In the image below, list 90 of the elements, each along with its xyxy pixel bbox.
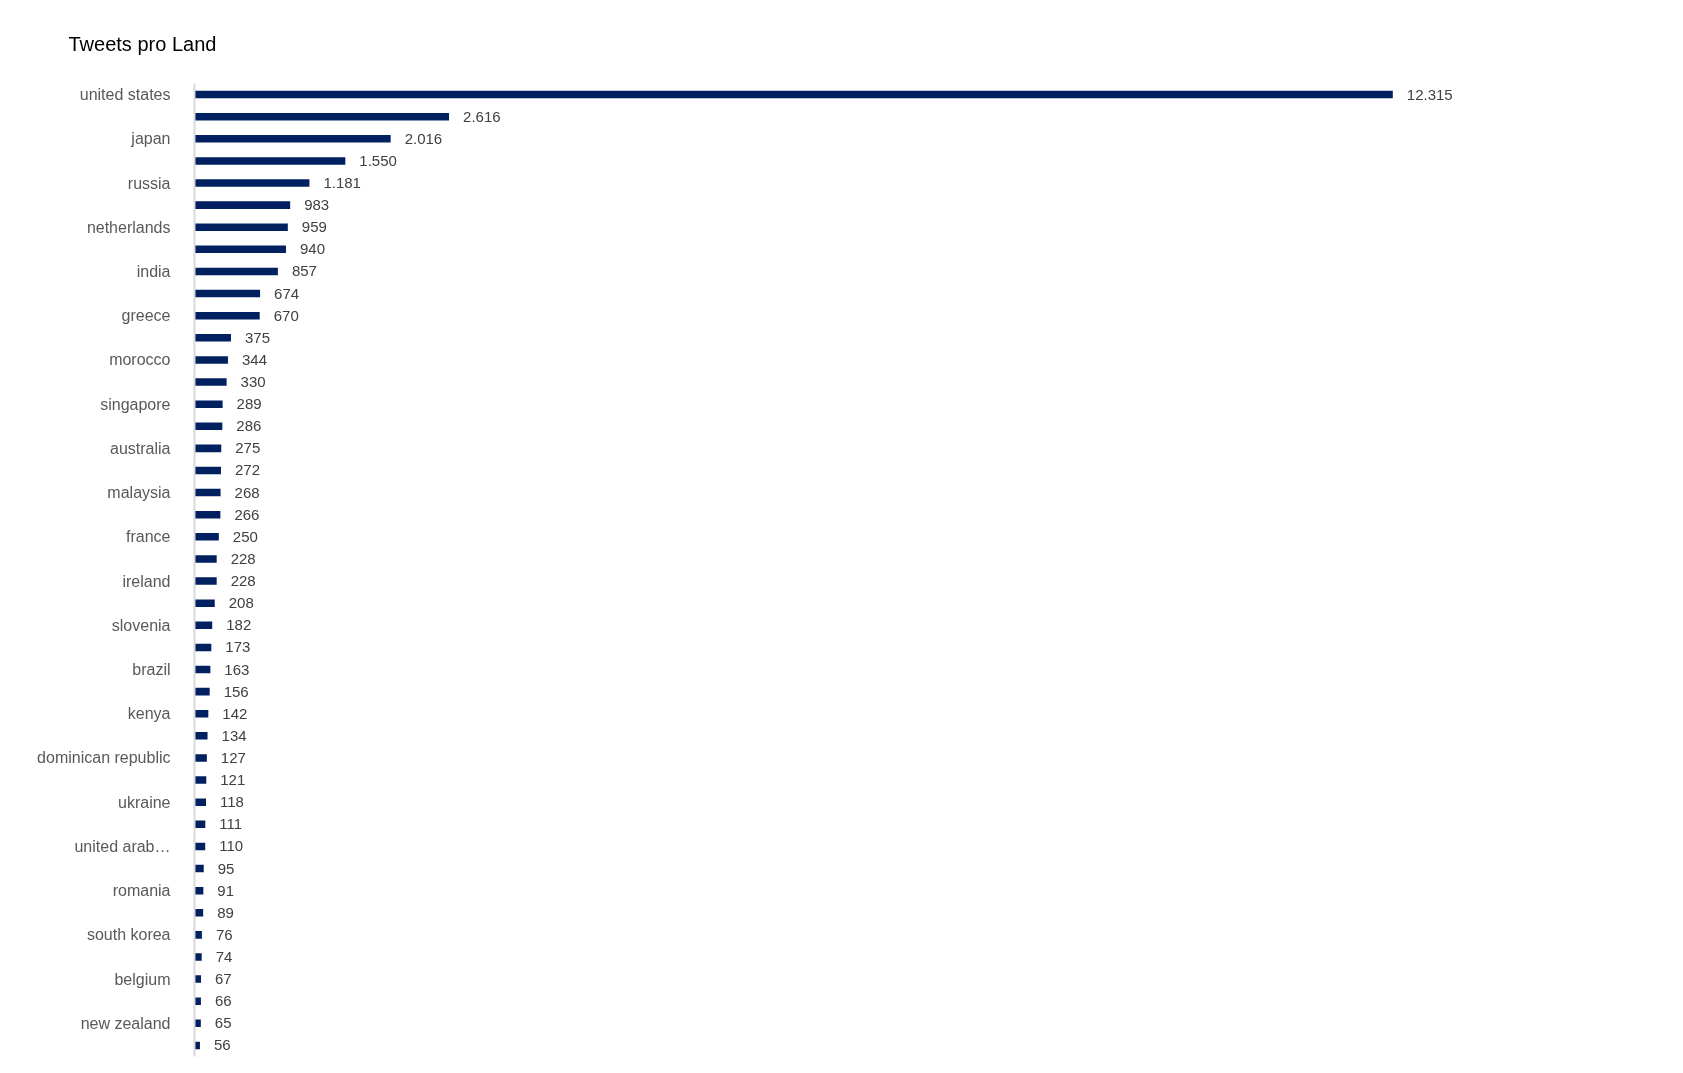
y-tick-label: australia [110, 439, 171, 457]
bar [194, 400, 223, 408]
data-label: 289 [236, 395, 262, 413]
data-label: 375 [244, 328, 271, 346]
bar [194, 311, 260, 320]
y-tick-label: russia [127, 174, 171, 192]
y-tick-label: united states [79, 86, 171, 104]
data-label: 983 [304, 196, 330, 214]
bar [194, 378, 227, 386]
data-label: 76 [215, 925, 233, 943]
bar [194, 90, 1393, 99]
y-tick-label: singapore [100, 395, 171, 413]
data-label: 2.616 [463, 107, 501, 125]
data-label: 121 [220, 771, 246, 789]
data-label: 1.181 [323, 174, 361, 192]
y-tick-label: france [126, 528, 171, 546]
data-label: 89 [217, 903, 234, 921]
bar [194, 223, 288, 231]
y-tick-label: greece [121, 307, 171, 325]
y-tick-label: slovenia [111, 616, 171, 634]
bar [194, 356, 228, 364]
bar [194, 334, 231, 342]
bar [194, 798, 206, 806]
data-label: 134 [221, 726, 247, 744]
data-label: 275 [235, 439, 261, 457]
data-label: 12.315 [1406, 85, 1453, 103]
data-label: 182 [226, 616, 252, 634]
y-tick-label: kenya [127, 705, 171, 723]
data-label: 959 [301, 218, 327, 236]
bar [194, 157, 346, 165]
data-label: 127 [220, 748, 246, 766]
data-label: 118 [219, 793, 244, 811]
y-tick-label: south korea [86, 926, 171, 944]
data-label: 674 [274, 284, 300, 302]
chart-title: Tweets pro Land [68, 32, 217, 55]
bar [194, 754, 207, 762]
data-label: 228 [230, 549, 256, 567]
y-tick-label: malaysia [107, 484, 171, 502]
y-tick-label: united arab… [74, 837, 171, 855]
bar [194, 776, 207, 784]
y-tick-label: romania [112, 882, 171, 900]
data-label: 2.016 [404, 129, 443, 147]
data-label: 142 [222, 704, 248, 722]
data-label: 670 [273, 306, 299, 324]
data-label: 111 [219, 815, 243, 833]
bar [194, 135, 391, 143]
y-tick-label: new zealand [80, 1014, 171, 1032]
data-label: 857 [291, 262, 317, 280]
data-label: 266 [234, 505, 260, 523]
bar [194, 555, 217, 563]
data-label: 65 [214, 1014, 232, 1032]
bar [194, 245, 286, 254]
data-label: 67 [215, 970, 232, 988]
bar [194, 201, 291, 209]
bar [194, 577, 217, 585]
y-tick-label: morocco [109, 351, 171, 369]
bar [194, 732, 208, 740]
y-tick-label: ireland [122, 572, 171, 590]
data-label: 208 [228, 594, 254, 612]
data-label: 286 [236, 417, 262, 435]
bar [194, 599, 215, 607]
data-label: 66 [214, 992, 232, 1010]
data-label: 330 [240, 373, 266, 391]
y-tick-label: japan [130, 130, 171, 148]
data-label: 1.550 [359, 151, 397, 169]
data-label: 156 [223, 682, 249, 700]
data-label: 74 [215, 947, 233, 965]
bar [194, 289, 261, 298]
data-label: 56 [213, 1036, 231, 1054]
data-label: 940 [299, 240, 325, 258]
bar [194, 112, 450, 121]
data-label: 95 [217, 859, 235, 877]
data-label: 110 [219, 837, 244, 855]
y-tick-label: dominican republic [37, 749, 171, 767]
y-tick-label: india [136, 262, 171, 280]
y-tick-label: brazil [132, 661, 171, 679]
data-label: 272 [234, 461, 260, 479]
bar [194, 267, 278, 276]
y-tick-label: ukraine [118, 793, 171, 811]
data-label: 163 [224, 660, 250, 678]
data-label: 344 [241, 350, 267, 368]
data-label: 173 [225, 638, 251, 656]
data-label: 268 [234, 483, 260, 501]
data-label: 91 [217, 881, 235, 899]
bar [194, 179, 310, 187]
data-label: 228 [230, 572, 256, 590]
y-tick-label: netherlands [86, 218, 171, 236]
data-label: 250 [232, 527, 258, 545]
bar [194, 533, 219, 541]
y-tick-label: belgium [114, 970, 171, 988]
